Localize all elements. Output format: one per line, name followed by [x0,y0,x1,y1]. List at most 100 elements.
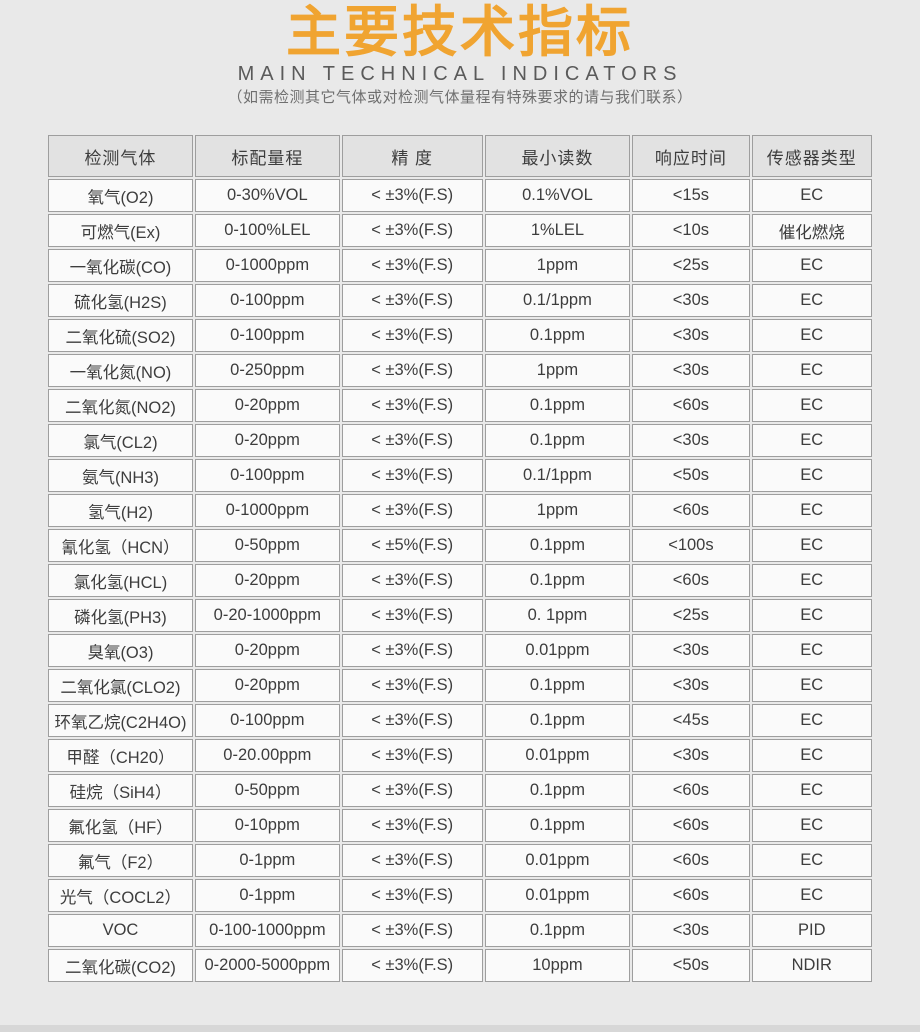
cell-min-reading: 0.1ppm [484,529,631,562]
cell-sensor-type: PID [751,914,872,947]
cell-accuracy: < ±3%(F.S) [341,949,483,982]
cell-min-reading: 0.01ppm [484,739,631,772]
table-row: 硫化氢(H2S) 0-100ppm < ±3%(F.S) 0.1/1ppm <3… [48,284,872,317]
table-row: 可燃气(Ex) 0-100%LEL < ±3%(F.S) 1%LEL <10s … [48,214,872,247]
cell-response-time: <50s [632,949,750,982]
cell-response-time: <25s [632,599,750,632]
cell-min-reading: 0.1/1ppm [484,284,631,317]
cell-gas: 一氧化碳(CO) [48,249,193,282]
cell-sensor-type: EC [751,494,872,527]
cell-min-reading: 0.1%VOL [484,179,631,212]
cell-sensor-type: EC [751,774,872,807]
cell-range: 0-1ppm [194,879,340,912]
cell-range: 0-100%LEL [194,214,340,247]
cell-accuracy: < ±3%(F.S) [341,844,483,877]
cell-sensor-type: EC [751,704,872,737]
cell-range: 0-1000ppm [194,494,340,527]
cell-min-reading: 1%LEL [484,214,631,247]
cell-min-reading: 0.1ppm [484,914,631,947]
cell-range: 0-100ppm [194,459,340,492]
cell-accuracy: < ±3%(F.S) [341,354,483,387]
cell-sensor-type: 催化燃烧 [751,214,872,247]
bottom-strip [0,1025,920,1032]
cell-min-reading: 0.1ppm [484,424,631,457]
cell-range: 0-250ppm [194,354,340,387]
cell-accuracy: < ±3%(F.S) [341,564,483,597]
cell-min-reading: 0.1ppm [484,774,631,807]
table-row: 氧气(O2) 0-30%VOL < ±3%(F.S) 0.1%VOL <15s … [48,179,872,212]
cell-accuracy: < ±3%(F.S) [341,214,483,247]
table-row: 氟化氢（HF） 0-10ppm < ±3%(F.S) 0.1ppm <60s E… [48,809,872,842]
cell-gas: 二氧化硫(SO2) [48,319,193,352]
cell-min-reading: 0.1ppm [484,389,631,422]
cell-response-time: <30s [632,914,750,947]
cell-gas: 光气（COCL2） [48,879,193,912]
cell-gas: 二氧化氮(NO2) [48,389,193,422]
cell-range: 0-30%VOL [194,179,340,212]
page-header: 主要技术指标 MAIN TECHNICAL INDICATORS （如需检测其它… [0,0,920,107]
cell-range: 0-20ppm [194,634,340,667]
table-row: 氟气（F2） 0-1ppm < ±3%(F.S) 0.01ppm <60s EC [48,844,872,877]
cell-accuracy: < ±3%(F.S) [341,599,483,632]
page-subtitle: MAIN TECHNICAL INDICATORS [237,63,683,85]
cell-response-time: <30s [632,284,750,317]
cell-range: 0-20.00ppm [194,739,340,772]
cell-sensor-type: EC [751,249,872,282]
cell-range: 0-1ppm [194,844,340,877]
table-row: 氰化氢（HCN） 0-50ppm < ±5%(F.S) 0.1ppm <100s… [48,529,872,562]
spec-table: 检测气体 标配量程 精 度 最小读数 响应时间 传感器类型 氧气(O2) 0-3… [46,133,874,984]
cell-gas: VOC [48,914,193,947]
cell-gas: 臭氧(O3) [48,634,193,667]
col-header-gas: 检测气体 [48,135,193,177]
cell-response-time: <10s [632,214,750,247]
cell-gas: 氯化氢(HCL) [48,564,193,597]
cell-sensor-type: EC [751,459,872,492]
cell-sensor-type: NDIR [751,949,872,982]
cell-sensor-type: EC [751,179,872,212]
cell-response-time: <60s [632,879,750,912]
cell-gas: 氧气(O2) [48,179,193,212]
cell-response-time: <30s [632,354,750,387]
cell-range: 0-100ppm [194,284,340,317]
table-row: 光气（COCL2） 0-1ppm < ±3%(F.S) 0.01ppm <60s… [48,879,872,912]
cell-range: 0-1000ppm [194,249,340,282]
cell-sensor-type: EC [751,879,872,912]
cell-sensor-type: EC [751,739,872,772]
cell-accuracy: < ±3%(F.S) [341,704,483,737]
cell-min-reading: 0.01ppm [484,844,631,877]
table-row: 氨气(NH3) 0-100ppm < ±3%(F.S) 0.1/1ppm <50… [48,459,872,492]
cell-min-reading: 0.1ppm [484,704,631,737]
col-header-min-reading: 最小读数 [484,135,631,177]
cell-gas: 氯气(CL2) [48,424,193,457]
cell-sensor-type: EC [751,424,872,457]
table-row: 一氧化氮(NO) 0-250ppm < ±3%(F.S) 1ppm <30s E… [48,354,872,387]
cell-sensor-type: EC [751,669,872,702]
cell-min-reading: 0.1/1ppm [484,459,631,492]
cell-gas: 甲醛（CH20） [48,739,193,772]
page-note: （如需检测其它气体或对检测气体量程有特殊要求的请与我们联系） [227,89,693,106]
cell-response-time: <30s [632,319,750,352]
cell-range: 0-20-1000ppm [194,599,340,632]
cell-accuracy: < ±3%(F.S) [341,424,483,457]
cell-response-time: <30s [632,669,750,702]
cell-min-reading: 0. 1ppm [484,599,631,632]
table-row: 臭氧(O3) 0-20ppm < ±3%(F.S) 0.01ppm <30s E… [48,634,872,667]
table-row: 二氧化硫(SO2) 0-100ppm < ±3%(F.S) 0.1ppm <30… [48,319,872,352]
cell-accuracy: < ±3%(F.S) [341,389,483,422]
cell-min-reading: 1ppm [484,249,631,282]
table-row: 环氧乙烷(C2H4O) 0-100ppm < ±3%(F.S) 0.1ppm <… [48,704,872,737]
cell-accuracy: < ±3%(F.S) [341,809,483,842]
cell-sensor-type: EC [751,319,872,352]
cell-min-reading: 0.01ppm [484,879,631,912]
cell-accuracy: < ±3%(F.S) [341,284,483,317]
cell-response-time: <60s [632,389,750,422]
cell-sensor-type: EC [751,599,872,632]
cell-sensor-type: EC [751,389,872,422]
cell-response-time: <60s [632,809,750,842]
cell-accuracy: < ±3%(F.S) [341,739,483,772]
cell-gas: 磷化氢(PH3) [48,599,193,632]
table-row: 磷化氢(PH3) 0-20-1000ppm < ±3%(F.S) 0. 1ppm… [48,599,872,632]
cell-gas: 一氧化氮(NO) [48,354,193,387]
cell-accuracy: < ±3%(F.S) [341,179,483,212]
cell-range: 0-50ppm [194,529,340,562]
